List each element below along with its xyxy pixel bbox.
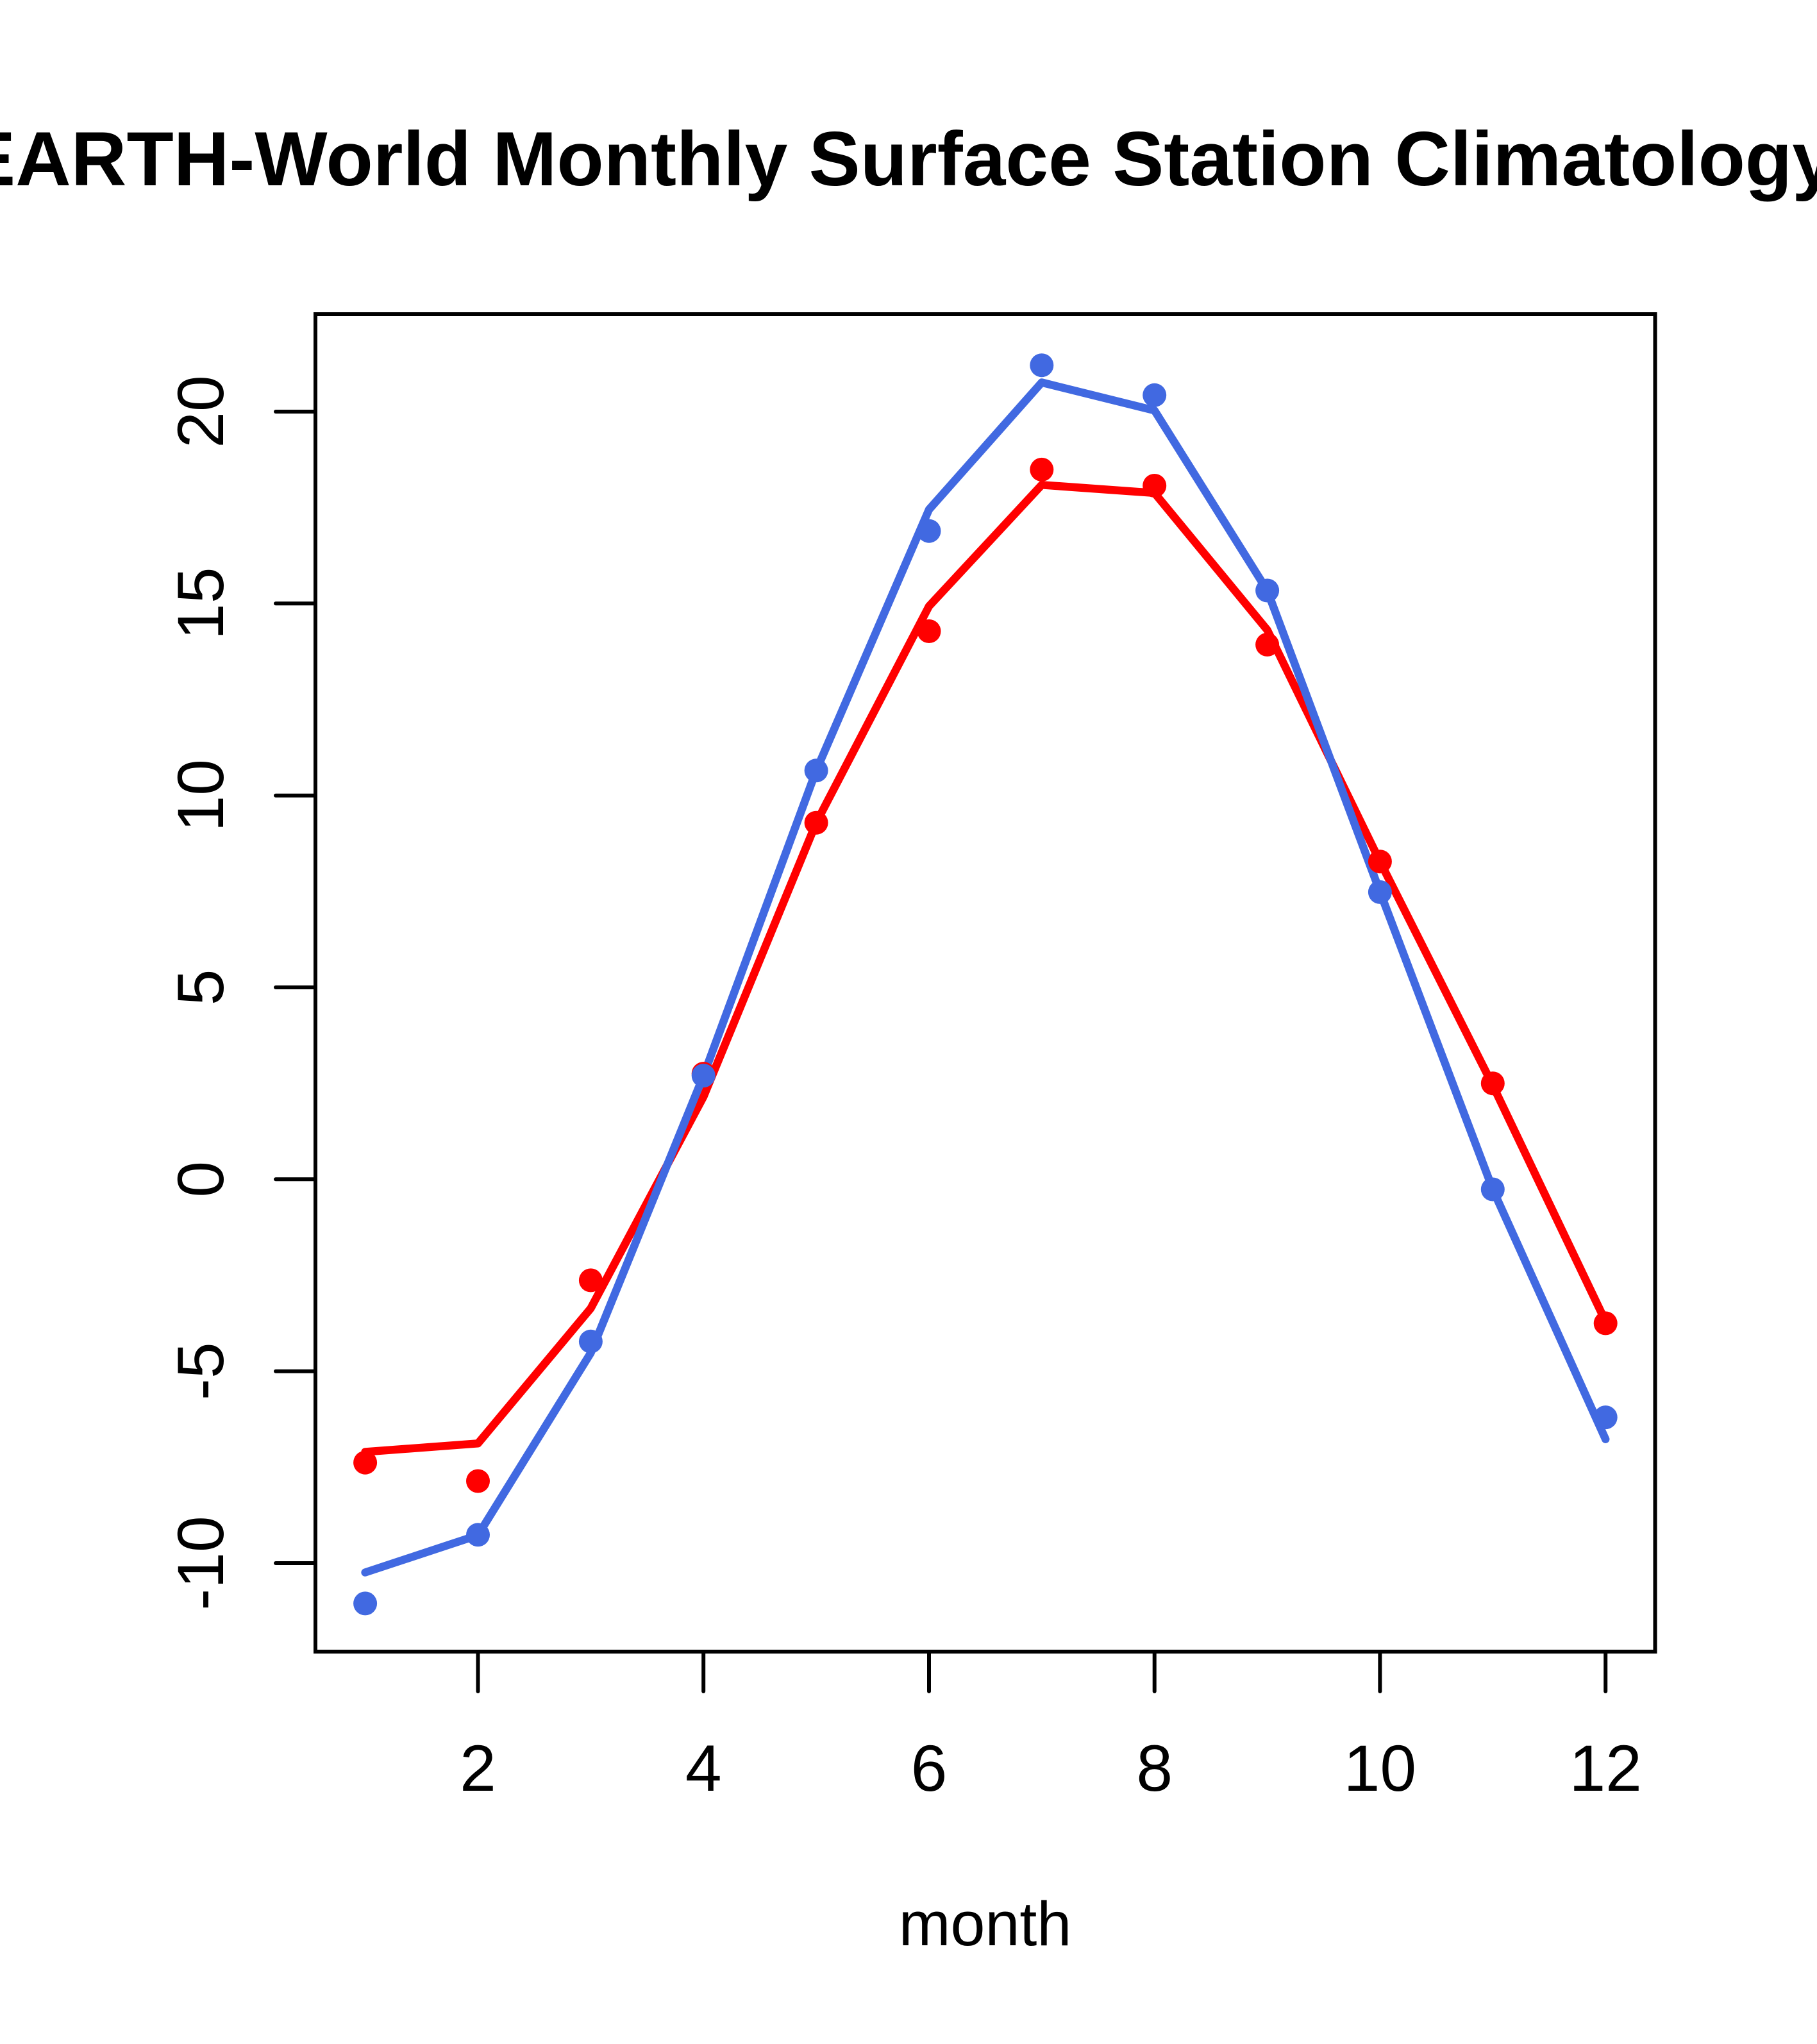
svg-text:8: 8 bbox=[1136, 1732, 1173, 1805]
svg-text:20: 20 bbox=[164, 375, 237, 448]
svg-text:5: 5 bbox=[164, 969, 237, 1006]
svg-text:0: 0 bbox=[164, 1161, 237, 1198]
svg-text:10: 10 bbox=[1344, 1732, 1416, 1805]
svg-text:15: 15 bbox=[164, 567, 237, 640]
svg-text:10: 10 bbox=[164, 759, 237, 832]
svg-text:2: 2 bbox=[460, 1732, 496, 1805]
svg-text:4: 4 bbox=[685, 1732, 722, 1805]
svg-text:-5: -5 bbox=[164, 1342, 237, 1400]
svg-text:6: 6 bbox=[911, 1732, 948, 1805]
svg-text:-10: -10 bbox=[164, 1516, 237, 1610]
svg-text:month: month bbox=[899, 1889, 1072, 1959]
svg-text:12: 12 bbox=[1569, 1732, 1641, 1805]
svg-text:EARTH-World Monthly Surface St: EARTH-World Monthly Surface Station Clim… bbox=[0, 116, 1817, 202]
